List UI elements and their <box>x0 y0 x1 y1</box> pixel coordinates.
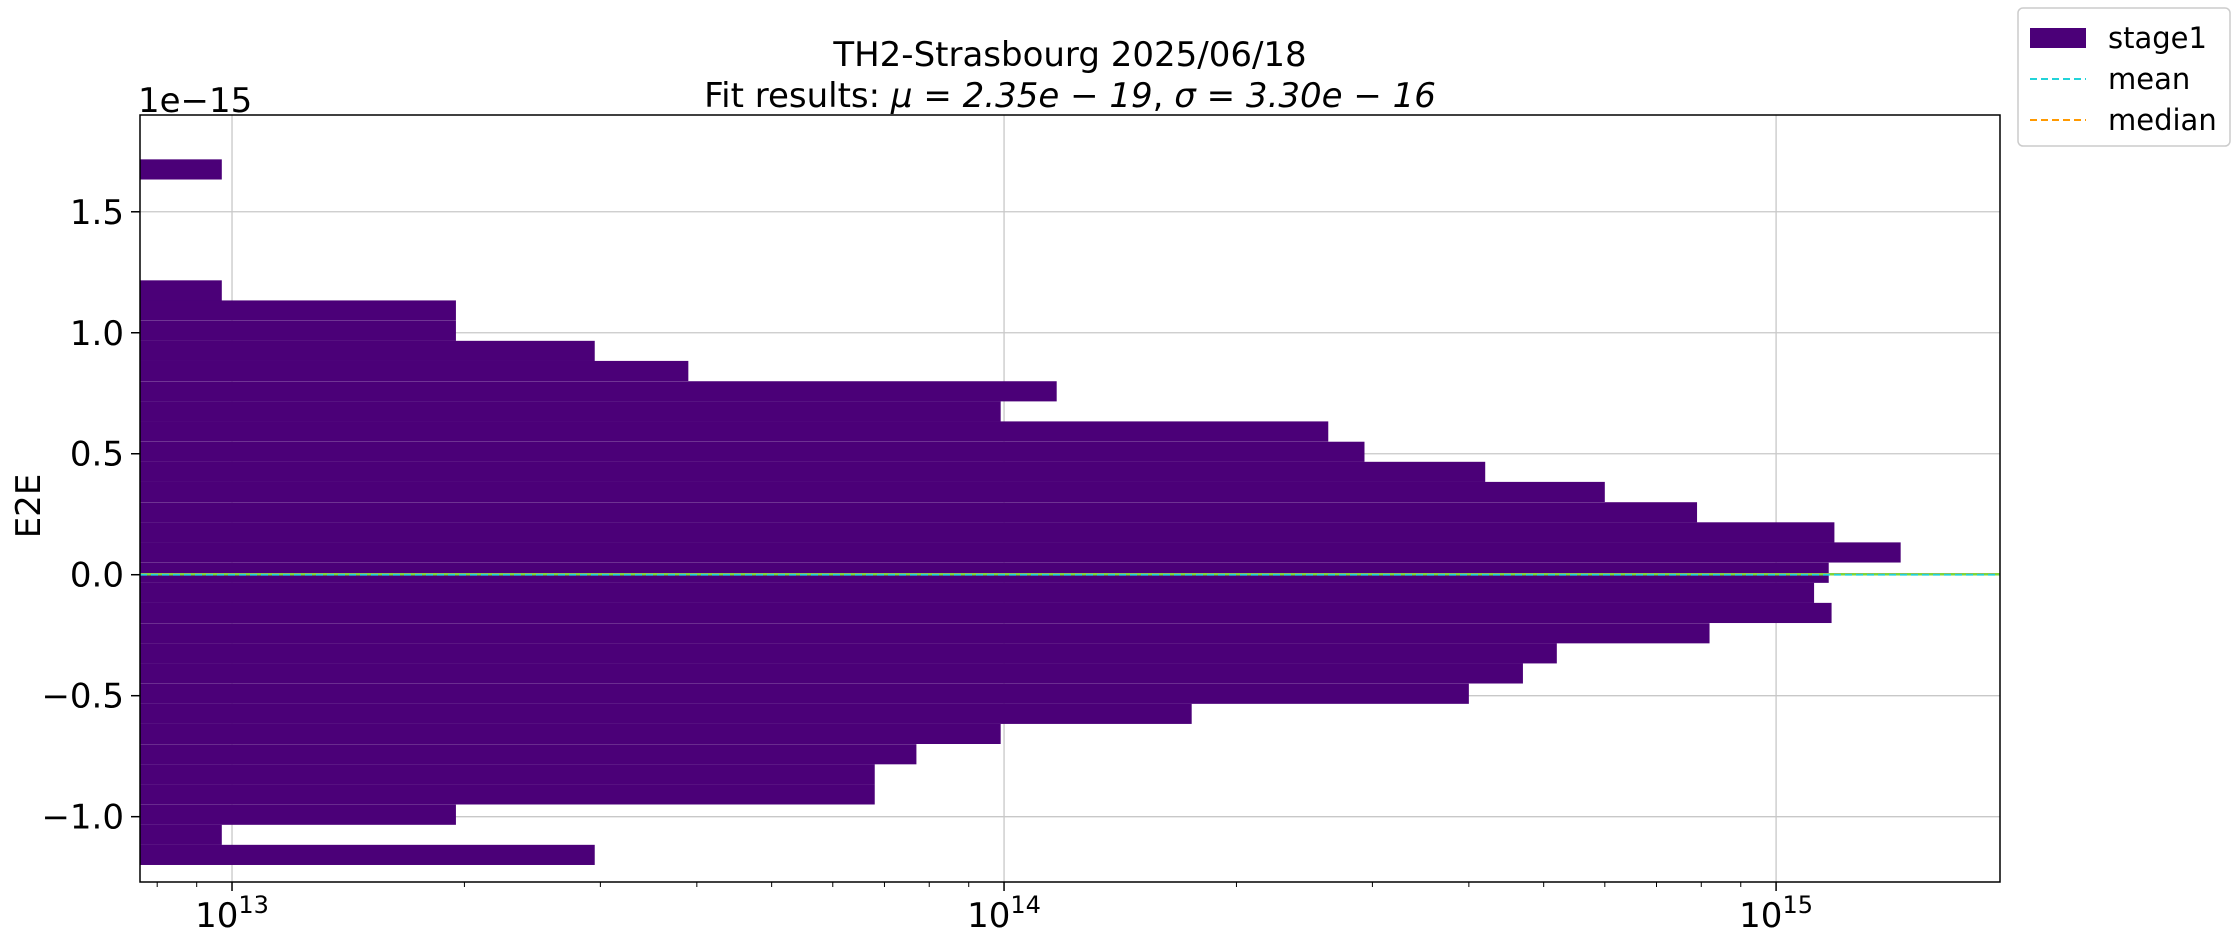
bar-17 <box>140 602 1832 624</box>
y-offset-label: 1e−15 <box>138 81 252 121</box>
bar-6 <box>140 381 1057 402</box>
bar-0 <box>140 159 222 180</box>
bar-19 <box>140 643 1557 664</box>
bar-11 <box>140 481 1605 503</box>
bar-1 <box>140 280 222 301</box>
histogram-bars <box>140 159 1901 865</box>
x-tick-label-0: 1013 <box>195 891 269 936</box>
bar-3 <box>140 320 456 341</box>
legend-label-stage1: stage1 <box>2108 21 2207 55</box>
bar-22 <box>140 703 1192 724</box>
bar-5 <box>140 360 689 382</box>
y-tick-label-3: 0.0 <box>70 556 124 596</box>
y-axis-label: E2E <box>9 474 49 539</box>
y-tick-label-1: 1.0 <box>70 314 124 354</box>
x-tick-label-2: 1015 <box>1739 891 1813 936</box>
legend-label-mean: mean <box>2108 62 2190 96</box>
bar-28 <box>140 824 222 845</box>
bar-21 <box>140 683 1469 704</box>
legend-label-median: median <box>2108 103 2217 137</box>
bar-8 <box>140 421 1329 442</box>
bar-18 <box>140 623 1710 644</box>
bar-4 <box>140 340 595 361</box>
subtitle-prefix: Fit results: <box>704 76 891 116</box>
chart-title: TH2-Strasbourg 2025/06/18 <box>832 35 1306 75</box>
subtitle-sigma: σ = 3.30e − 16 <box>1174 76 1436 116</box>
y-tick-label-0: 1.5 <box>70 193 124 233</box>
bar-24 <box>140 744 917 765</box>
bar-14 <box>140 542 1901 563</box>
bar-2 <box>140 300 456 321</box>
bar-10 <box>140 461 1486 482</box>
bar-29 <box>140 844 595 865</box>
legend: stage1 mean median <box>2017 7 2231 147</box>
bar-13 <box>140 522 1835 543</box>
bar-15 <box>140 562 1829 583</box>
bar-7 <box>140 401 1001 422</box>
chart-subtitle: Fit results: μ = 2.35e − 19, σ = 3.30e −… <box>704 76 1436 116</box>
y-tick-label-5: −1.0 <box>41 798 124 838</box>
bar-23 <box>140 723 1001 745</box>
y-tick-label-4: −0.5 <box>41 677 124 717</box>
legend-swatch-stage1 <box>2030 28 2086 48</box>
plot-frame <box>139 114 2001 883</box>
x-tick-label-1: 1014 <box>967 891 1041 936</box>
bar-9 <box>140 441 1365 462</box>
bar-26 <box>140 784 875 805</box>
axis-ticks: 1.5 1.0 0.5 0.0 −0.5 −1.0 1013 1014 1015 <box>41 193 1813 936</box>
bar-20 <box>140 663 1523 684</box>
subtitle-mu: μ = 2.35e − 19 <box>890 76 1153 116</box>
bar-27 <box>140 804 456 825</box>
bar-16 <box>140 582 1815 603</box>
y-tick-label-2: 0.5 <box>70 435 124 475</box>
bar-25 <box>140 764 875 785</box>
bar-12 <box>140 502 1698 523</box>
subtitle-separator: , <box>1153 76 1175 116</box>
